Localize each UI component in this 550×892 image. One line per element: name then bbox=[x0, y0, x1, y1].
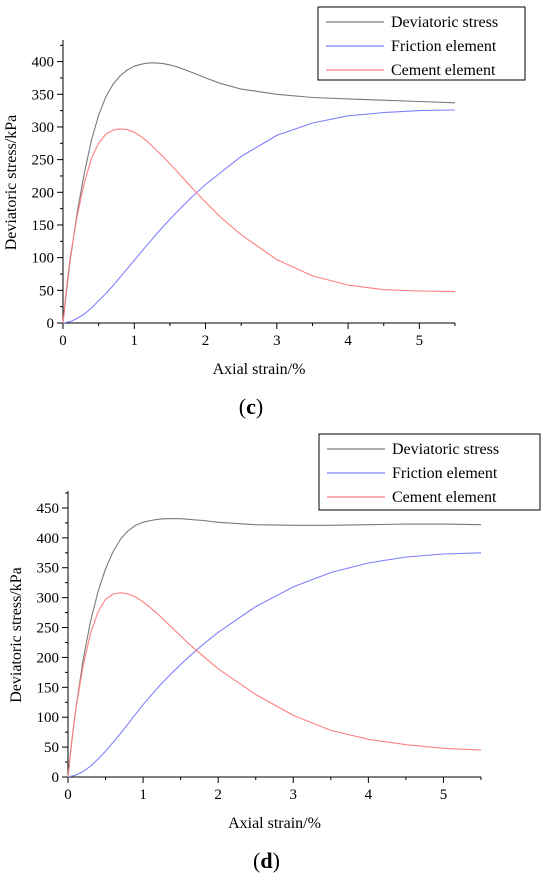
legend-label: Friction element bbox=[392, 465, 498, 482]
y-tick-label: 0 bbox=[47, 316, 55, 332]
y-tick-label: 300 bbox=[32, 120, 55, 136]
x-tick-label: 4 bbox=[344, 333, 352, 349]
x-tick-label: 1 bbox=[139, 787, 147, 803]
legend-box bbox=[317, 6, 526, 81]
x-tick-label: 1 bbox=[131, 333, 139, 349]
y-tick-label: 200 bbox=[32, 185, 55, 201]
x-tick-label: 3 bbox=[273, 333, 281, 349]
legend-label: Deviatoric stress bbox=[392, 441, 499, 458]
y-tick-label: 150 bbox=[32, 218, 55, 234]
x-tick-label: 0 bbox=[59, 333, 67, 349]
legend-label: Deviatoric stress bbox=[391, 14, 498, 31]
legend-label: Cement element bbox=[392, 489, 497, 506]
y-tick-label: 0 bbox=[52, 770, 60, 786]
x-tick-label: 2 bbox=[214, 787, 222, 803]
x-tick-label: 3 bbox=[290, 787, 298, 803]
y-tick-label: 250 bbox=[37, 621, 60, 637]
y-tick-label: 400 bbox=[37, 531, 60, 547]
y-tick-label: 250 bbox=[32, 153, 55, 169]
x-tick-label: 5 bbox=[416, 333, 424, 349]
panel-label: (d) bbox=[253, 848, 280, 873]
x-axis-title: Axial strain/% bbox=[228, 815, 321, 832]
y-tick-label: 350 bbox=[32, 87, 55, 103]
x-tick-label: 4 bbox=[365, 787, 373, 803]
series-line-friction-element bbox=[67, 552, 482, 778]
legend: Deviatoric stress Friction element Cement … bbox=[317, 6, 526, 81]
y-tick-label: 50 bbox=[39, 283, 54, 299]
y-axis-title: Deviatoric stress/kPa bbox=[3, 115, 20, 251]
y-tick-label: 300 bbox=[37, 591, 60, 607]
y-tick-label: 100 bbox=[37, 710, 60, 726]
x-tick-label: 2 bbox=[202, 333, 210, 349]
series-line-cement-element bbox=[67, 592, 482, 778]
y-tick-label: 200 bbox=[37, 650, 60, 666]
y-tick-label: 350 bbox=[37, 561, 60, 577]
legend-label: Friction element bbox=[391, 38, 497, 55]
series-line-friction-element bbox=[62, 109, 456, 324]
panel-label: (c) bbox=[239, 394, 263, 419]
series-line-deviatoric-stress bbox=[67, 518, 482, 778]
series-line-deviatoric-stress bbox=[62, 62, 456, 324]
y-tick-label: 150 bbox=[37, 680, 60, 696]
y-tick-label: 450 bbox=[37, 501, 60, 517]
legend: Deviatoric stress Friction element Cement … bbox=[318, 433, 541, 511]
y-tick-label: 50 bbox=[44, 740, 59, 756]
x-tick-label: 0 bbox=[64, 787, 72, 803]
series-line-cement-element bbox=[62, 128, 456, 324]
y-axis-title: Deviatoric stress/kPa bbox=[8, 567, 25, 703]
y-tick-label: 100 bbox=[32, 251, 55, 267]
x-tick-label: 5 bbox=[440, 787, 448, 803]
y-tick-label: 400 bbox=[32, 55, 55, 71]
legend-label: Cement element bbox=[391, 62, 496, 79]
x-axis-title: Axial strain/% bbox=[213, 361, 306, 378]
